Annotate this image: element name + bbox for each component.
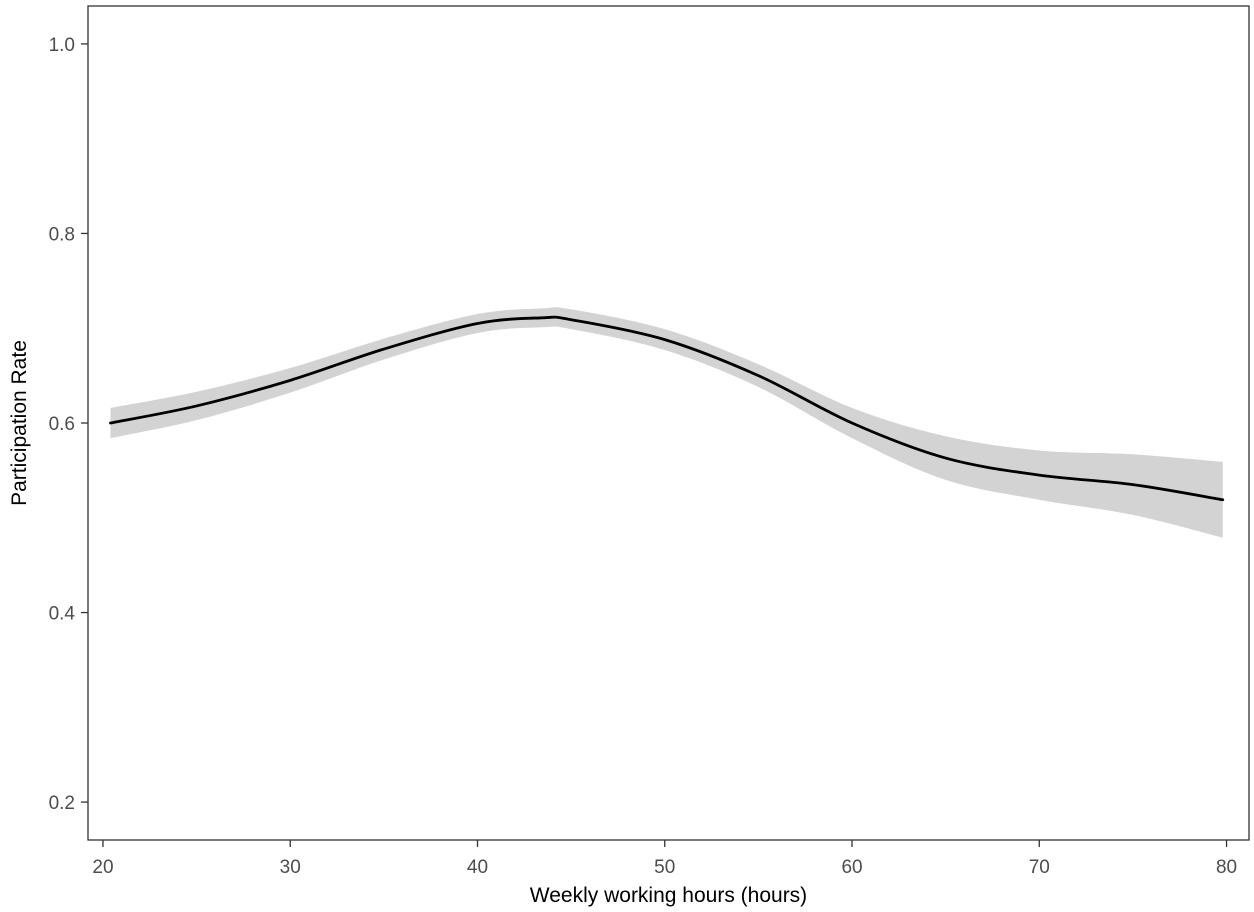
x-tick-label: 50 bbox=[654, 857, 675, 878]
x-tick-label: 80 bbox=[1216, 857, 1237, 878]
y-axis-title: Participation Rate bbox=[8, 340, 31, 506]
y-tick-label: 0.2 bbox=[49, 793, 75, 814]
series-line bbox=[109, 315, 1225, 502]
x-tick-label: 60 bbox=[841, 857, 862, 878]
y-axis: 0.2 0.4 0.6 0.8 1.0 bbox=[49, 35, 88, 814]
x-axis-title: Weekly working hours (hours) bbox=[530, 884, 807, 907]
y-tick-label: 0.6 bbox=[49, 414, 75, 435]
plot-background bbox=[88, 6, 1249, 840]
x-axis: 20 30 40 50 60 70 80 bbox=[92, 840, 1237, 878]
x-tick-label: 20 bbox=[92, 857, 113, 878]
y-tick-label: 0.4 bbox=[49, 604, 76, 625]
x-tick-label: 40 bbox=[467, 857, 488, 878]
x-tick-label: 30 bbox=[280, 857, 301, 878]
y-tick-label: 0.8 bbox=[49, 224, 75, 245]
series-line-layer bbox=[109, 315, 1225, 502]
x-tick-label: 70 bbox=[1029, 857, 1050, 878]
y-tick-label: 1.0 bbox=[49, 35, 75, 56]
